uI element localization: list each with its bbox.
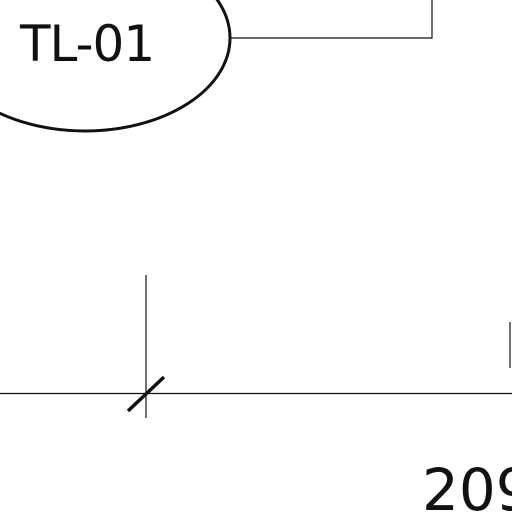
- dimension-value: 209: [422, 456, 512, 512]
- tag-label: TL-01: [19, 15, 154, 73]
- tag-leader-line: [230, 0, 433, 39]
- dimension-tick-left: [126, 375, 166, 413]
- dimension: 209: [0, 275, 512, 512]
- tag-callout: TL-01: [0, 0, 433, 133]
